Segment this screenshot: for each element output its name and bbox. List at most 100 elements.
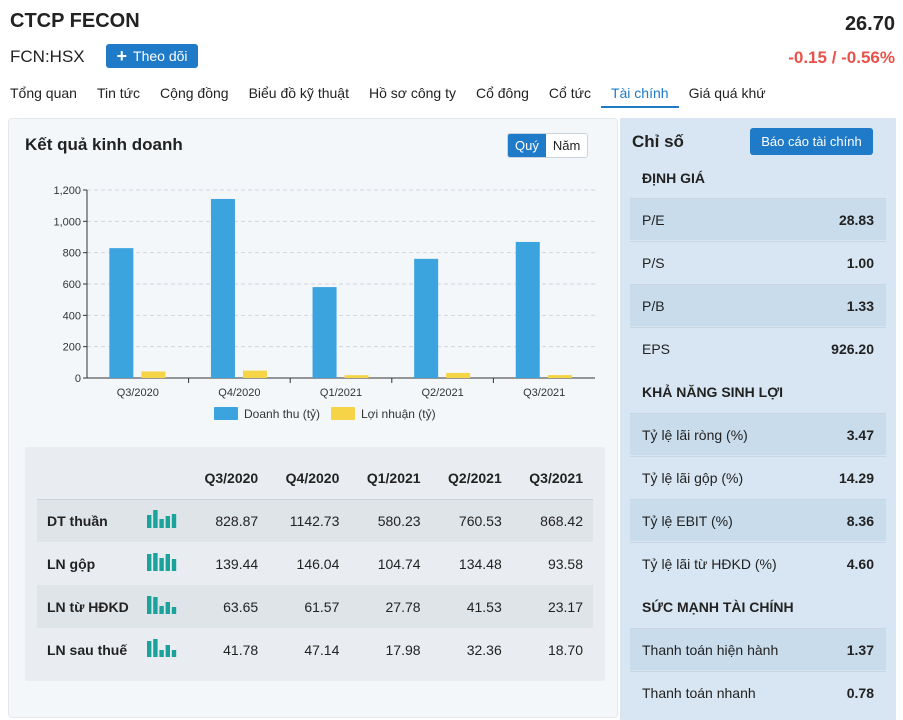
sparkline-bar [171,514,177,529]
metric-label: Thanh toán nhanh [642,684,756,701]
price-change: -0.15 / -0.56% [788,48,895,67]
sparkline-bar [159,650,164,657]
sparkline-bar [165,554,170,571]
table-cell: 27.78 [385,598,421,615]
sparkline-bar [147,515,152,529]
table-cell: 41.78 [223,641,259,658]
table-cell: 93.58 [547,555,583,572]
toggle-year[interactable]: Năm [545,134,588,157]
stock-header: CTCP FECON 26.70 FCN:HSX + Theo dõi -0.1… [0,0,903,80]
y-tick-label: 1,200 [53,185,81,197]
business-results-panel: Kết quả kinh doanh Quý Năm 0 200 400 600 800… [8,118,618,718]
sparkline-bar [165,602,170,614]
profit-bar [141,371,166,378]
table-cell: 63.65 [223,598,259,615]
table-cell: 17.98 [385,641,421,658]
sparkline-bar [153,639,158,657]
table-cell: 828.87 [215,512,259,529]
tab-cong-dong[interactable]: Cộng đồng [160,85,229,101]
revenue-bar [109,248,134,378]
row-label: DT thuần [47,512,108,529]
table-cell: 18.70 [547,641,583,658]
tab-tong-quan[interactable]: Tổng quan [10,85,77,101]
tab-co-tuc[interactable]: Cổ tức [548,85,591,101]
period-toggle: Quý Năm [507,133,589,158]
metric-row: EPS 926.20 [630,327,886,369]
metric-label: P/B [642,297,665,314]
metric-value: 1.00 [846,254,874,271]
metric-value: 4.60 [846,555,874,572]
y-tick-label: 800 [63,248,81,260]
tab-tai-chinh[interactable]: Tài chính [600,80,679,108]
sparkline-bar [147,641,152,657]
follow-button[interactable]: + Theo dõi [106,44,198,68]
profit-bar [344,375,369,378]
column-header: Q2/2021 [448,469,502,486]
metric-label: Thanh toán hiện hành [642,641,779,658]
sparkline-bar [171,559,177,571]
table-cell: 47.14 [304,641,340,658]
metric-row: Thanh toán hiện hành 1.37 [630,628,886,670]
metric-row: Tỷ lệ lãi từ HĐKD (%) 4.60 [630,542,886,584]
legend-label: Doanh thu (tỷ) [244,407,320,421]
tab-bieu-do-ky-thuat[interactable]: Biểu đồ kỹ thuật [248,85,349,101]
x-tick-label: Q4/2020 [218,387,260,399]
tab-gia-qua-khu[interactable]: Giá quá khứ [688,85,766,101]
sparkline-icon [147,585,187,628]
financial-report-button[interactable]: Báo cáo tài chính [750,128,873,155]
table-cell: 146.04 [296,555,340,572]
table-row: LN gộp 139.44 146.04 104.74 134.48 93.58 [37,542,593,585]
tab-ho-so-cong-ty[interactable]: Hồ sơ công ty [368,85,456,101]
financial-table: Q3/2020 Q4/2020 Q1/2021 Q2/2021 Q3/2021 … [25,447,605,681]
plus-icon: + [116,46,128,66]
table-cell: 139.44 [215,555,259,572]
table-cell: 41.53 [466,598,502,615]
metric-row: Tỷ lệ lãi gộp (%) 14.29 [630,456,886,498]
chart-svg: 0 200 400 600 800 1,000 1,200 Q3/2020 Q4/2020 Q1/… [53,185,595,421]
legend-swatch [214,407,238,420]
column-header: Q3/2021 [529,469,583,486]
metric-value: 926.20 [831,340,874,357]
sparkline-bar [171,607,177,614]
main-tabs: Tổng quan Tin tức Cộng đồng Biểu đồ kỹ t… [0,80,903,110]
revenue-profit-chart: 0 200 400 600 800 1,000 1,200 Q3/2020 Q4/2020 Q1/… [29,179,599,429]
sparkline-bar [153,597,158,614]
metric-label: Tỷ lệ lãi ròng (%) [642,426,748,443]
y-tick-label: 200 [63,342,81,354]
indices-title: Chỉ số [632,132,684,151]
table-row: LN sau thuế 41.78 47.14 17.98 32.36 18.7… [37,628,593,671]
table-row: DT thuần 828.87 1142.73 580.23 760.53 86… [37,499,593,542]
sparkline-bar [153,510,158,529]
sparkline-bar [159,558,164,571]
sparkline-bar [153,553,158,571]
follow-label: Theo dõi [133,48,188,64]
table-row: LN từ HĐKD 63.65 61.57 27.78 41.53 23.17 [37,585,593,628]
sparkline-bar [147,554,152,571]
row-label: LN sau thuế [47,641,128,658]
metric-label: P/S [642,254,665,271]
metric-label: EPS [642,340,671,357]
metric-value: 8.36 [846,512,874,529]
table-header-row: Q3/2020 Q4/2020 Q1/2021 Q2/2021 Q3/2021 [37,457,593,499]
row-label: LN gộp [47,555,96,572]
revenue-bar [312,287,337,378]
ticker-symbol: FCN:HSX [10,47,85,66]
row-label: LN từ HĐKD [47,598,129,615]
legend-label: Lợi nhuận (tỷ) [361,407,436,421]
indices-panel: Chỉ số Báo cáo tài chính ĐỊNH GIÁ P/E 28… [620,118,896,720]
x-tick-label: Q1/2021 [320,387,362,399]
toggle-quarter[interactable]: Quý [508,134,546,157]
tab-tin-tuc[interactable]: Tin tức [96,85,141,101]
revenue-bar [515,241,540,378]
sparkline-svg [147,553,177,571]
metric-row: Tỷ lệ lãi ròng (%) 3.47 [630,413,886,455]
tab-co-dong[interactable]: Cổ đông [475,85,529,101]
metric-label: Tỷ lệ EBIT (%) [642,512,733,529]
y-tick-label: 600 [63,279,81,291]
table-cell: 868.42 [540,512,583,529]
metric-value: 1.33 [846,297,874,314]
table-cell: 1142.73 [289,512,340,529]
x-tick-label: Q3/2020 [117,387,159,399]
metric-label: Tỷ lệ lãi từ HĐKD (%) [642,555,777,572]
business-results-title: Kết quả kinh doanh [25,135,183,154]
